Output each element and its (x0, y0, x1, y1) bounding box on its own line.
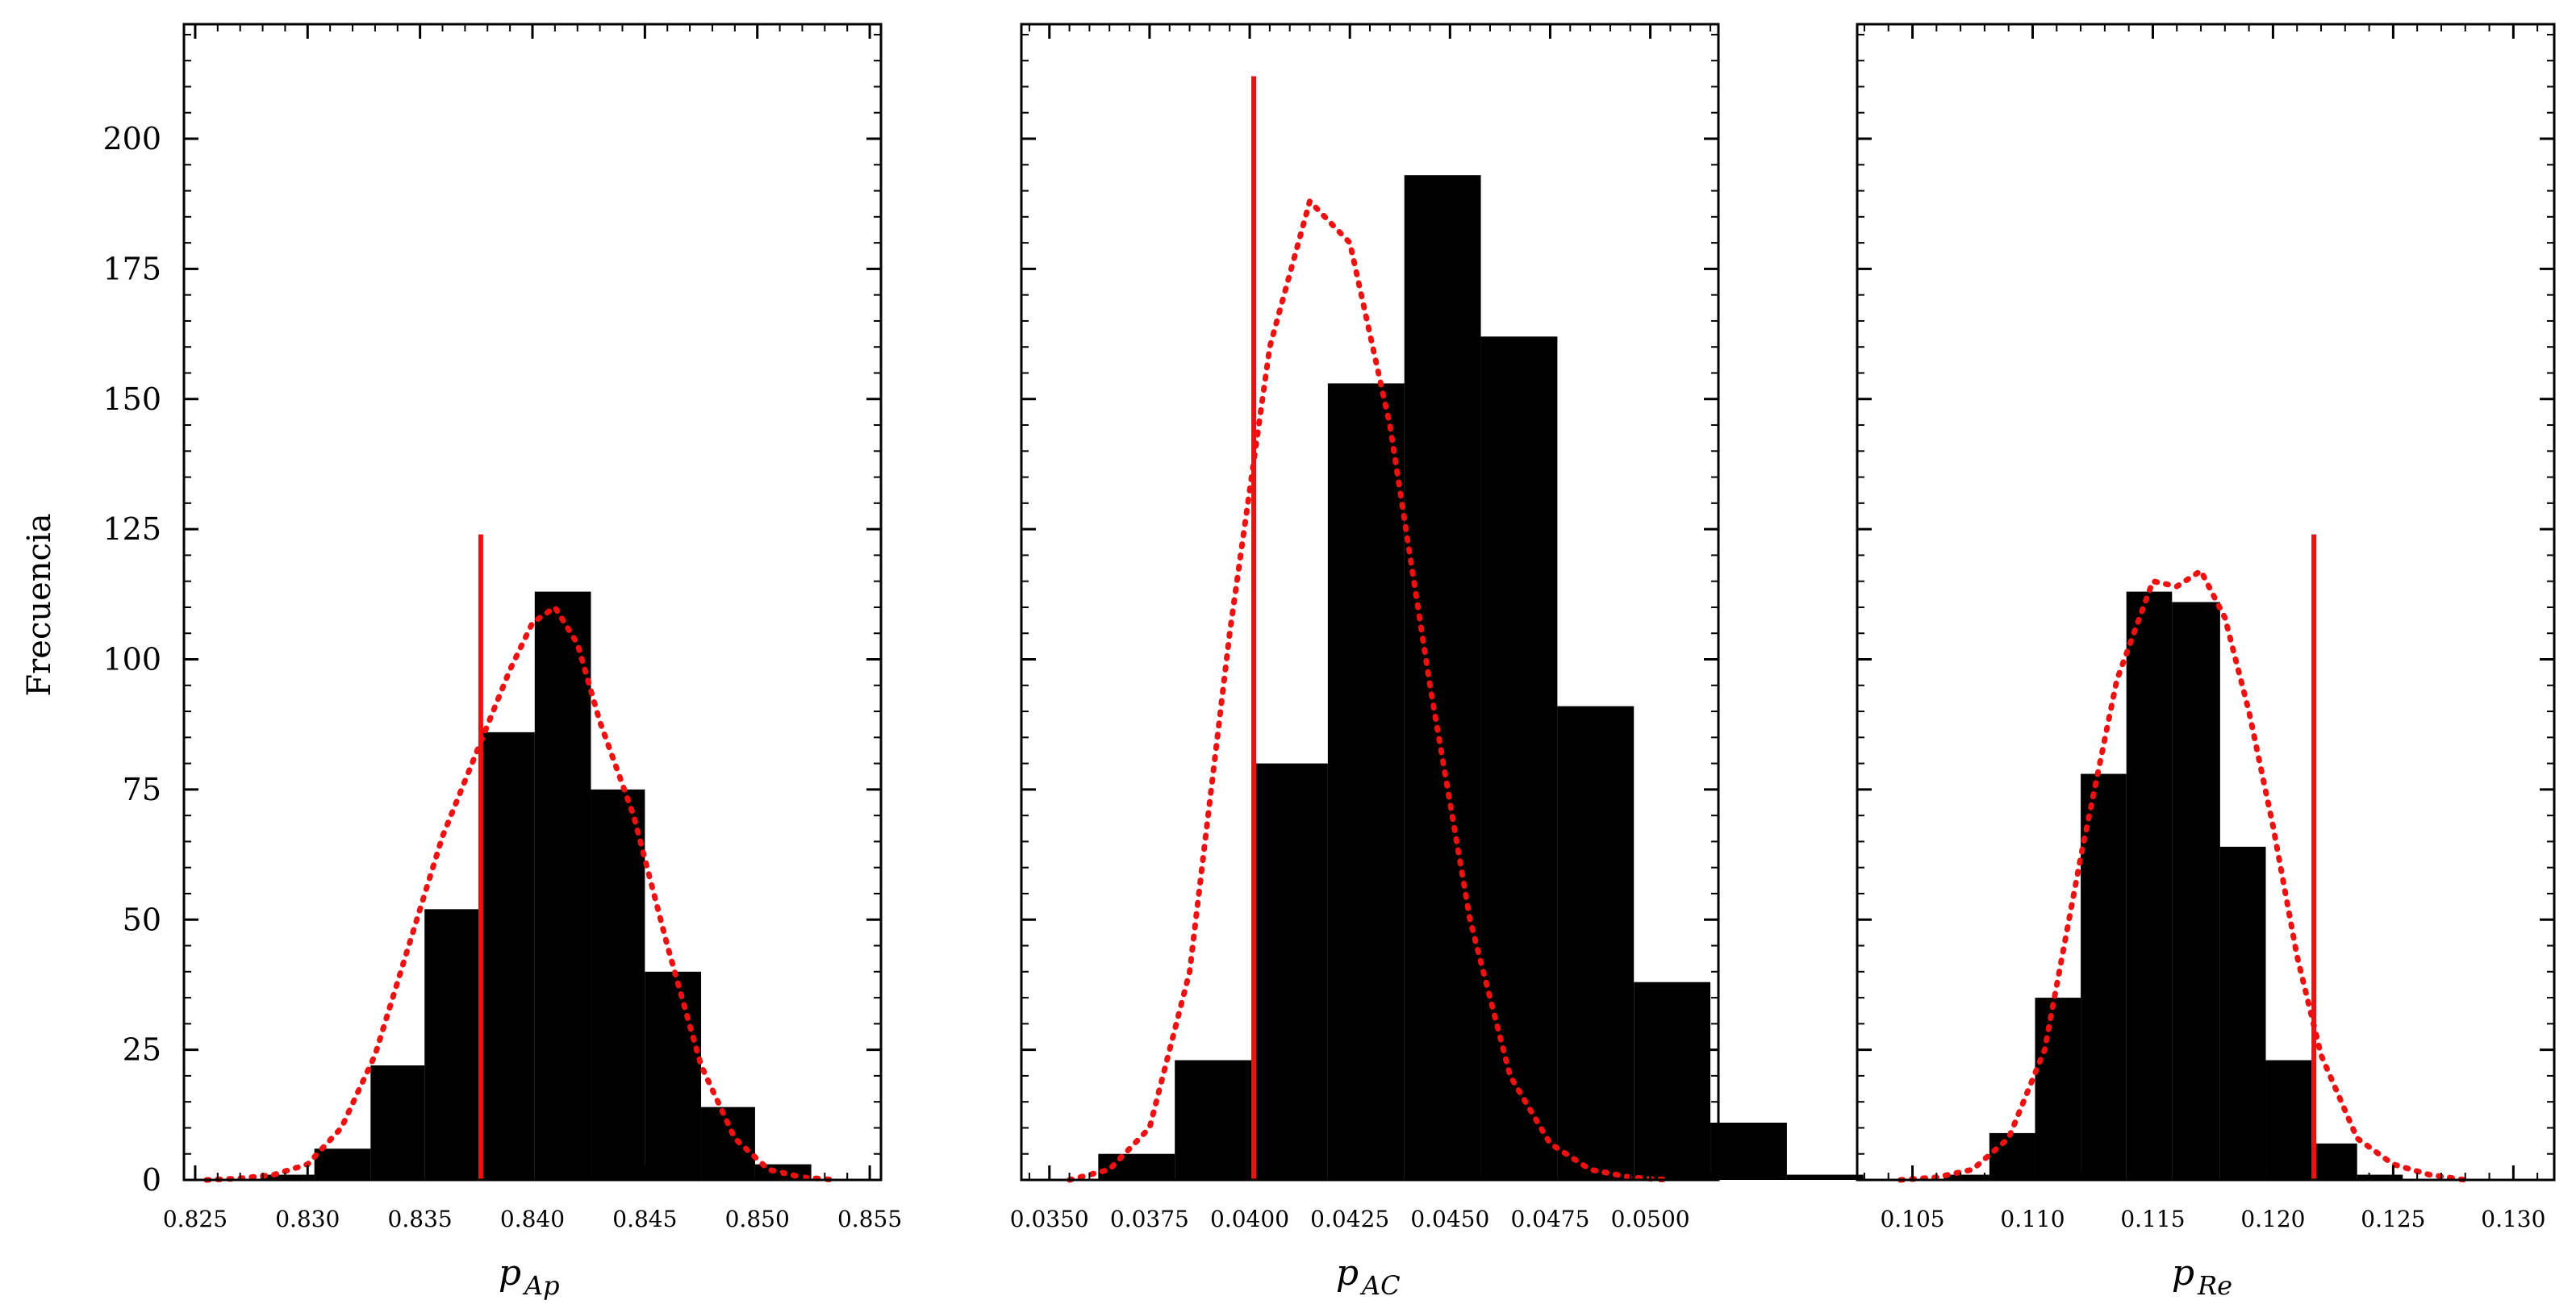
x-tick-label: 0.845 (612, 1206, 677, 1232)
x-tick-label: 0.130 (2481, 1206, 2545, 1232)
fit-curve (1898, 568, 2469, 1183)
x-tick-label: 0.840 (500, 1206, 565, 1232)
histogram-bar (591, 789, 645, 1180)
histogram-bar (2311, 1143, 2357, 1180)
x-axis-label: p (1336, 1253, 1359, 1294)
histogram-bar (1404, 175, 1481, 1180)
fit-curve (203, 604, 839, 1183)
x-axis-label: p (499, 1253, 521, 1294)
x-tick-label: 0.835 (388, 1206, 453, 1232)
histogram-bar (701, 1107, 755, 1180)
y-tick-label: 175 (102, 251, 161, 286)
x-tick-label: 0.830 (275, 1206, 340, 1232)
y-axis-label: Frecuencia (21, 513, 58, 696)
x-axis-label-subscript: Ap (522, 1270, 560, 1301)
y-tick-label: 100 (102, 642, 161, 677)
x-tick-label: 0.850 (725, 1206, 790, 1232)
fit-curve (1067, 198, 1673, 1183)
x-tick-label: 0.0400 (1210, 1206, 1289, 1232)
histogram-bar (645, 971, 702, 1180)
x-tick-label: 0.115 (2120, 1206, 2185, 1232)
axes-frame (1856, 23, 2556, 1182)
histogram-bar (2035, 998, 2081, 1180)
histogram-bar (314, 1148, 371, 1180)
y-tick-label: 150 (102, 381, 161, 417)
y-tick-label: 125 (102, 511, 161, 547)
x-tick-label: 0.110 (2000, 1206, 2065, 1232)
histogram-bar (2357, 1174, 2403, 1180)
histogram-bar (2265, 1060, 2312, 1180)
histogram-bar (1710, 1122, 1787, 1180)
x-tick-label: 0.855 (837, 1206, 902, 1232)
x-tick-label: 0.125 (2361, 1206, 2425, 1232)
x-axis-label-subscript: Re (2197, 1270, 2232, 1301)
x-axis-label-subscript: AC (1359, 1270, 1401, 1301)
histogram-bar (480, 732, 535, 1180)
histogram-bar (1943, 1174, 1989, 1180)
y-tick-label: 75 (123, 772, 161, 807)
y-tick-label: 200 (102, 121, 161, 156)
y-tick-label: 0 (142, 1162, 161, 1198)
panel-pac: 0.0350 0.0375 0.0400 0.0425 0.0450 0.0475 0.05… (1010, 23, 1864, 1301)
x-tick-label: 0.105 (1880, 1206, 1944, 1232)
histogram-bar (2219, 846, 2266, 1180)
histogram-bar (1251, 763, 1328, 1180)
x-tick-label: 0.120 (2240, 1206, 2305, 1232)
histogram-bar (1480, 336, 1558, 1180)
histogram-bar (260, 1174, 315, 1180)
histogram-bar (534, 591, 591, 1180)
x-tick-label: 0.0475 (1510, 1206, 1589, 1232)
x-tick-label: 0.0500 (1611, 1206, 1690, 1232)
x-tick-label: 0.825 (163, 1206, 228, 1232)
x-tick-label: 0.0375 (1110, 1206, 1189, 1232)
panel-pre: 0.105 0.110 0.115 0.120 0.125 0.130 p Re (1856, 23, 2556, 1301)
histogram-bar (2172, 602, 2220, 1180)
y-tick-label: 25 (123, 1032, 161, 1068)
x-tick-label: 0.0450 (1410, 1206, 1489, 1232)
histogram-bar (1634, 982, 1711, 1180)
histogram-bar (370, 1065, 425, 1180)
histogram-bar (424, 909, 481, 1180)
histogram-bar (2081, 773, 2127, 1180)
histogram-bar (1175, 1060, 1252, 1180)
x-tick-label: 0.0350 (1010, 1206, 1089, 1232)
x-tick-label: 0.0425 (1310, 1206, 1389, 1232)
histogram-bar (2126, 591, 2173, 1180)
y-tick-label: 50 (123, 902, 161, 937)
histogram-bar (1786, 1174, 1864, 1180)
x-axis-label: p (2172, 1253, 2194, 1294)
histogram-bar (1557, 706, 1635, 1180)
histogram-bar (1989, 1132, 2035, 1180)
panel-pap: 0 25 50 75 100 125 150 175 200 0.825 0.830 0.835 0.8… (102, 23, 902, 1301)
histogram-bar (1327, 383, 1405, 1180)
